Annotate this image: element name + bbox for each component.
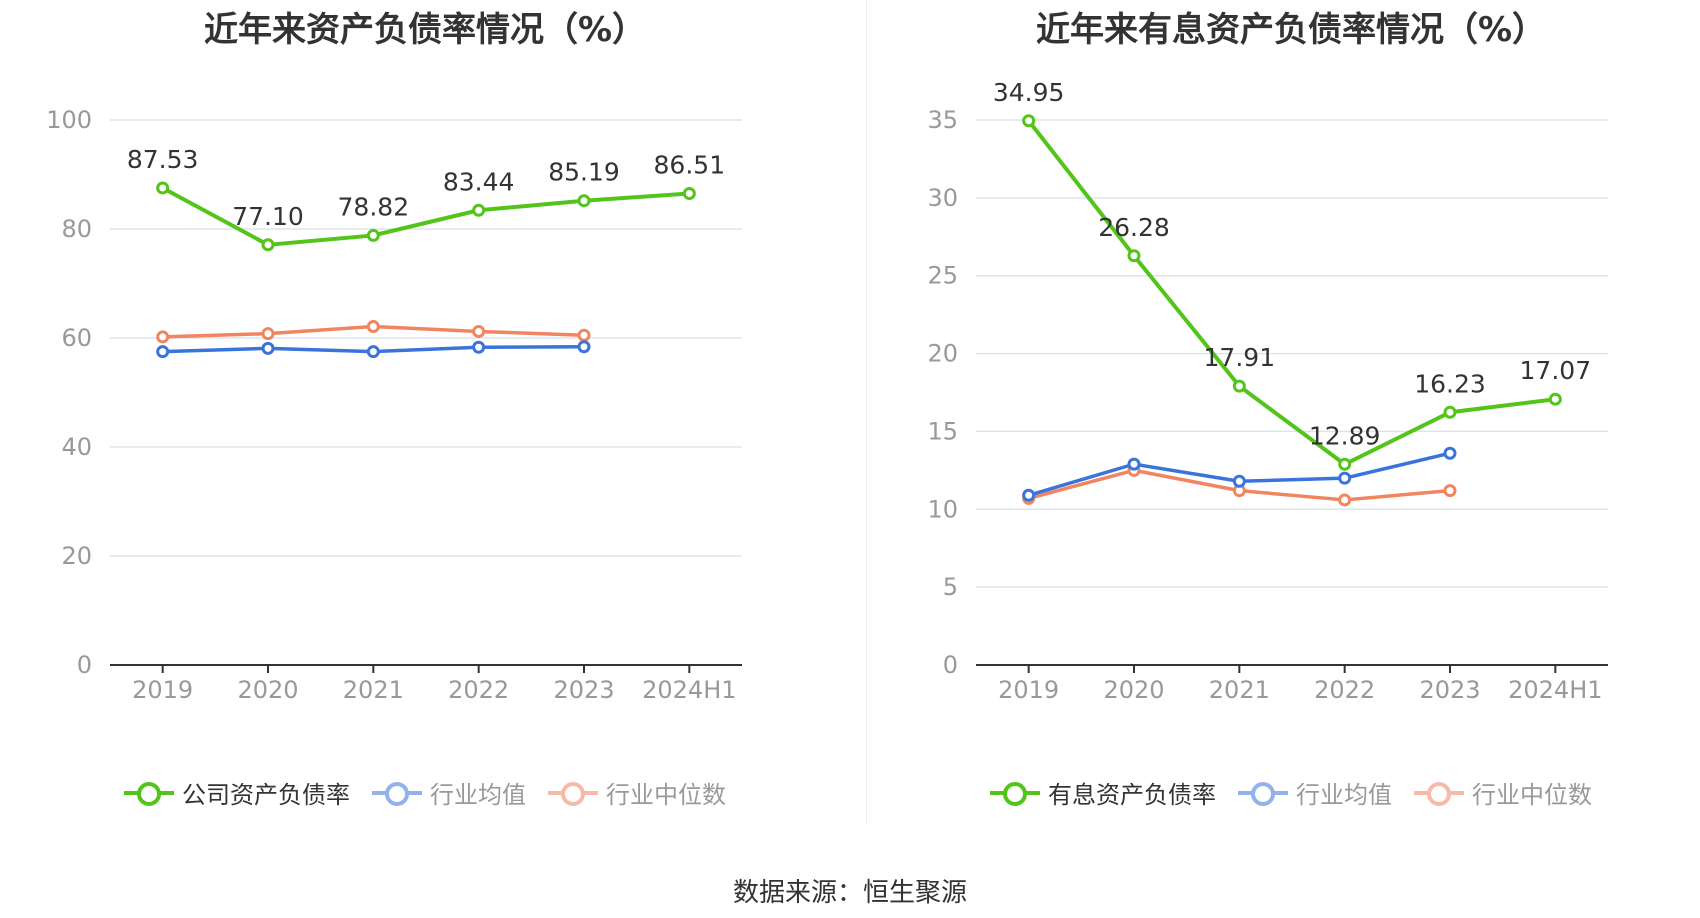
legend-label: 行业中位数 — [1472, 781, 1592, 809]
legend-line-circle-icon — [124, 781, 174, 806]
data-point — [156, 181, 170, 195]
legend-label: 行业均值 — [1296, 781, 1392, 809]
data-point — [261, 327, 275, 341]
legend-item-industry-median[interactable]: 行业中位数 — [1414, 775, 1592, 810]
line-chart-interest-bearing-liability: 0 5 10 15 20 25 30 35 2019 2020 2021 2022 2023 2024H1… — [927, 78, 1608, 704]
data-point — [1443, 446, 1457, 460]
data-label: 87.53 — [127, 145, 199, 174]
legend-line-circle-icon — [990, 781, 1040, 806]
data-label: 77.10 — [232, 202, 304, 231]
data-label: 26.28 — [1098, 213, 1170, 242]
data-point — [1548, 392, 1562, 406]
data-point — [156, 330, 170, 344]
data-label: 34.95 — [993, 78, 1065, 107]
data-point — [1022, 488, 1036, 502]
data-label: 78.82 — [338, 192, 410, 221]
legend: 公司资产负债率 行业均值 行业中位数 — [0, 775, 850, 810]
data-point — [156, 345, 170, 359]
legend-label: 行业中位数 — [606, 781, 726, 809]
data-label: 17.91 — [1204, 343, 1276, 372]
legend-line-circle-icon — [548, 781, 598, 806]
data-point — [577, 194, 591, 208]
data-point — [366, 345, 380, 359]
legend-item-industry-average[interactable]: 行业均值 — [372, 775, 526, 810]
series-line — [161, 186, 690, 247]
legend-item-company[interactable]: 有息资产负债率 — [990, 775, 1216, 810]
y-tick-label: 10 — [927, 495, 958, 523]
x-tick-label: 2021 — [1209, 676, 1270, 704]
data-point — [1443, 484, 1457, 498]
chart-title: 近年来资产负债率情况（%） — [203, 10, 647, 50]
legend-line-circle-icon — [372, 781, 422, 806]
x-tick-label: 2023 — [553, 676, 614, 704]
legend-item-industry-median[interactable]: 行业中位数 — [548, 775, 726, 810]
x-tick-label: 2024H1 — [642, 676, 736, 704]
data-point — [1443, 405, 1457, 419]
data-point — [1127, 249, 1141, 263]
x-tick-label: 2019 — [998, 676, 1059, 704]
data-point — [577, 328, 591, 342]
data-point — [472, 324, 486, 338]
data-point — [366, 320, 380, 334]
x-tick-label: 2022 — [448, 676, 509, 704]
data-point — [1338, 457, 1352, 471]
legend-label: 行业均值 — [430, 781, 526, 809]
y-tick-label: 0 — [77, 651, 92, 679]
x-tick-label: 2021 — [343, 676, 404, 704]
line-chart-asset-liability: 0 20 40 60 80 100 2019 2020 2021 2022 2023 2024H1 87… — [46, 106, 742, 704]
x-tick-label: 2022 — [1314, 676, 1375, 704]
panel-divider — [866, 0, 867, 825]
data-point — [1232, 474, 1246, 488]
series-line — [1027, 119, 1556, 467]
data-point — [1127, 457, 1141, 471]
y-tick-label: 15 — [927, 417, 958, 445]
x-tick-label: 2024H1 — [1508, 676, 1602, 704]
legend-item-industry-average[interactable]: 行业均值 — [1238, 775, 1392, 810]
y-tick-label: 30 — [927, 184, 958, 212]
y-tick-label: 60 — [61, 324, 92, 352]
y-tick-label: 5 — [943, 573, 958, 601]
y-tick-label: 25 — [927, 262, 958, 290]
chart-panel-interest-bearing-liability: 近年来有息资产负债率情况（%） 0 5 10 15 20 25 30 35 2019 2020 20… — [866, 0, 1700, 830]
legend-line-circle-icon — [1414, 781, 1464, 806]
data-label: 12.89 — [1309, 421, 1381, 450]
data-label: 86.51 — [654, 151, 726, 180]
x-tick-label: 2019 — [132, 676, 193, 704]
y-tick-label: 100 — [46, 106, 92, 134]
y-tick-label: 35 — [927, 106, 958, 134]
data-label: 83.44 — [443, 167, 515, 196]
x-tick-label: 2020 — [237, 676, 298, 704]
y-tick-label: 40 — [61, 433, 92, 461]
chart-title: 近年来有息资产负债率情况（%） — [1035, 10, 1547, 50]
y-tick-label: 0 — [943, 651, 958, 679]
legend-label: 公司资产负债率 — [182, 781, 350, 809]
data-label: 85.19 — [548, 158, 620, 187]
data-point — [682, 187, 696, 201]
y-tick-label: 20 — [61, 542, 92, 570]
data-point — [1022, 114, 1036, 128]
data-point — [261, 238, 275, 252]
data-point — [261, 341, 275, 355]
data-point — [1338, 493, 1352, 507]
legend-item-company[interactable]: 公司资产负债率 — [124, 775, 350, 810]
data-point — [577, 340, 591, 354]
legend-line-circle-icon — [1238, 781, 1288, 806]
data-label: 16.23 — [1414, 369, 1486, 398]
data-label: 17.07 — [1520, 356, 1592, 385]
x-tick-label: 2023 — [1419, 676, 1480, 704]
data-point — [472, 203, 486, 217]
data-point — [1338, 471, 1352, 485]
y-tick-label: 20 — [927, 340, 958, 368]
data-point — [366, 228, 380, 242]
data-source-note: 数据来源：恒生聚源 — [732, 878, 967, 908]
legend-label: 有息资产负债率 — [1048, 781, 1216, 809]
y-tick-label: 80 — [61, 215, 92, 243]
legend: 有息资产负债率 行业均值 行业中位数 — [866, 775, 1700, 810]
x-tick-label: 2020 — [1103, 676, 1164, 704]
chart-panel-asset-liability: 近年来资产负债率情况（%） 0 20 40 60 80 100 2019 2020 2021 20… — [0, 0, 850, 830]
data-point — [472, 340, 486, 354]
data-point — [1232, 379, 1246, 393]
